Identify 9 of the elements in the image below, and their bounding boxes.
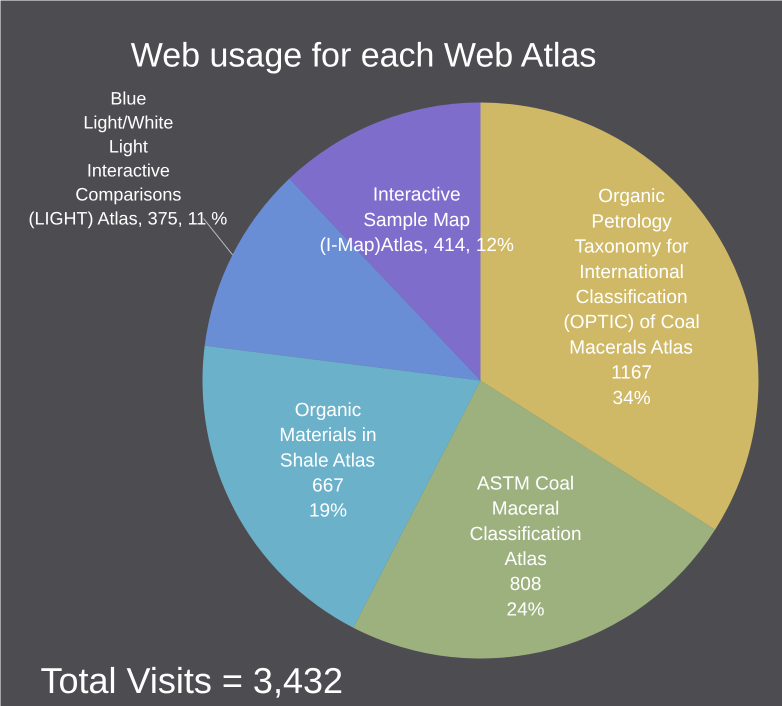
text: Total Visits = 3,432 [40,660,344,701]
data-label: 1167 34% [611,362,652,409]
chart-title: Web usage for each Web Atlas [130,36,596,74]
data-label: 667 19% [308,476,348,522]
slice-label: Blue Light/White Light Interactive Comparisons (LIGHT) Atlas, 375, 11 % [28,88,228,228]
slice-label: Organic Petrology Taxonomy for International Classification (OPTIC) of Coal Macerals Atlas [563,186,700,358]
data-label: 808 24% [506,574,545,620]
slice-label: Organic Materials in Shale Atlas [279,400,377,472]
slice-label: ASTM Coal Maceral Classification Atlas [470,473,582,570]
